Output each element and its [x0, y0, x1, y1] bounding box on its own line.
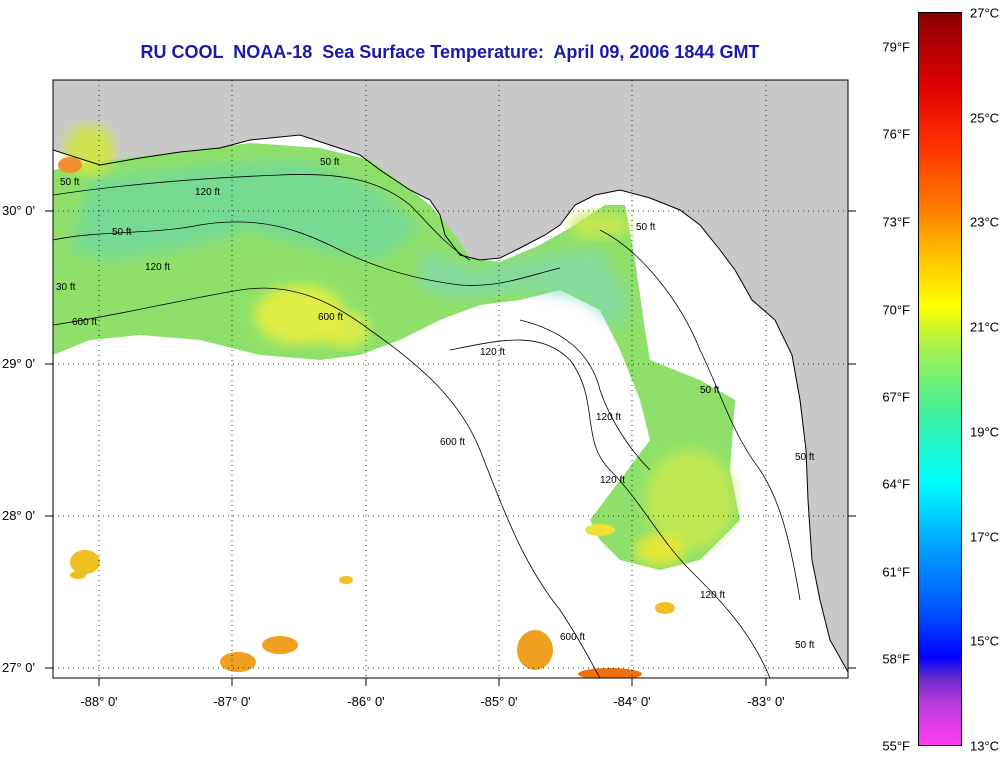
- contour-label: 50 ft: [60, 177, 80, 188]
- contour-label: 50 ft: [795, 452, 815, 463]
- contour-label: 600 ft: [72, 317, 97, 328]
- colorbar-celsius-label: 13°C: [970, 738, 1000, 754]
- colorbar-fahrenheit-label: 79°F: [882, 39, 910, 55]
- contour-label: 120 ft: [596, 412, 621, 423]
- lon-label: -85° 0': [480, 694, 517, 709]
- colorbar-fahrenheit-label: 67°F: [882, 389, 910, 405]
- bathymetry-contours: [53, 174, 801, 678]
- contour-label: 600 ft: [440, 437, 465, 448]
- lon-label: -88° 0': [80, 694, 117, 709]
- lat-label: 27° 0': [2, 660, 35, 675]
- contour-label: 120 ft: [480, 347, 505, 358]
- colorbar-fahrenheit-label: 73°F: [882, 214, 910, 230]
- lon-label: -86° 0': [347, 694, 384, 709]
- colorbar-celsius-label: 21°C: [970, 319, 1000, 335]
- lat-label: 29° 0': [2, 356, 35, 371]
- colorbar-fahrenheit-label: 64°F: [882, 476, 910, 492]
- colorbar-celsius-label: 27°C: [970, 5, 1000, 21]
- colorbar-gradient: [918, 12, 962, 746]
- contour-label: 120 ft: [195, 187, 220, 198]
- lon-label: -87° 0': [213, 694, 250, 709]
- map-frame: [52, 79, 849, 679]
- sst-data: [53, 125, 740, 678]
- colorbar-celsius-label: 25°C: [970, 110, 1000, 126]
- contour-label: 50 ft: [700, 385, 720, 396]
- colorbar-fahrenheit-label: 55°F: [882, 738, 910, 754]
- lat-label: 30° 0': [2, 203, 35, 218]
- contour-label: 50 ft: [795, 640, 815, 651]
- contour-label: 120 ft: [700, 590, 725, 601]
- contour-label: 50 ft: [320, 157, 340, 168]
- map-title: RU COOL NOAA-18 Sea Surface Temperature:…: [140, 42, 760, 62]
- colorbar-fahrenheit-label: 70°F: [882, 302, 910, 318]
- contour-label: 120 ft: [145, 262, 170, 273]
- contour-label: 50 ft: [112, 227, 132, 238]
- contour-label: 600 ft: [560, 632, 585, 643]
- lon-label: -84° 0': [613, 694, 650, 709]
- coastline: [53, 134, 848, 673]
- colorbar-celsius-label: 19°C: [970, 424, 1000, 440]
- colorbar-fahrenheit-label: 76°F: [882, 126, 910, 142]
- colorbar: [918, 12, 962, 746]
- colorbar-fahrenheit-label: 61°F: [882, 564, 910, 580]
- colorbar-fahrenheit-label: 58°F: [882, 651, 910, 667]
- lon-label: -83° 0': [747, 694, 784, 709]
- contour-label: 30 ft: [56, 282, 76, 293]
- contour-label: 600 ft: [318, 312, 343, 323]
- colorbar-celsius-label: 17°C: [970, 529, 1000, 545]
- axis-ticks: [45, 210, 856, 686]
- lat-label: 28° 0': [2, 508, 35, 523]
- colorbar-celsius-label: 23°C: [970, 214, 1000, 230]
- contour-label: 120 ft: [600, 475, 625, 486]
- colorbar-celsius-label: 15°C: [970, 633, 1000, 649]
- contour-label: 50 ft: [636, 222, 656, 233]
- land-area: [53, 80, 848, 672]
